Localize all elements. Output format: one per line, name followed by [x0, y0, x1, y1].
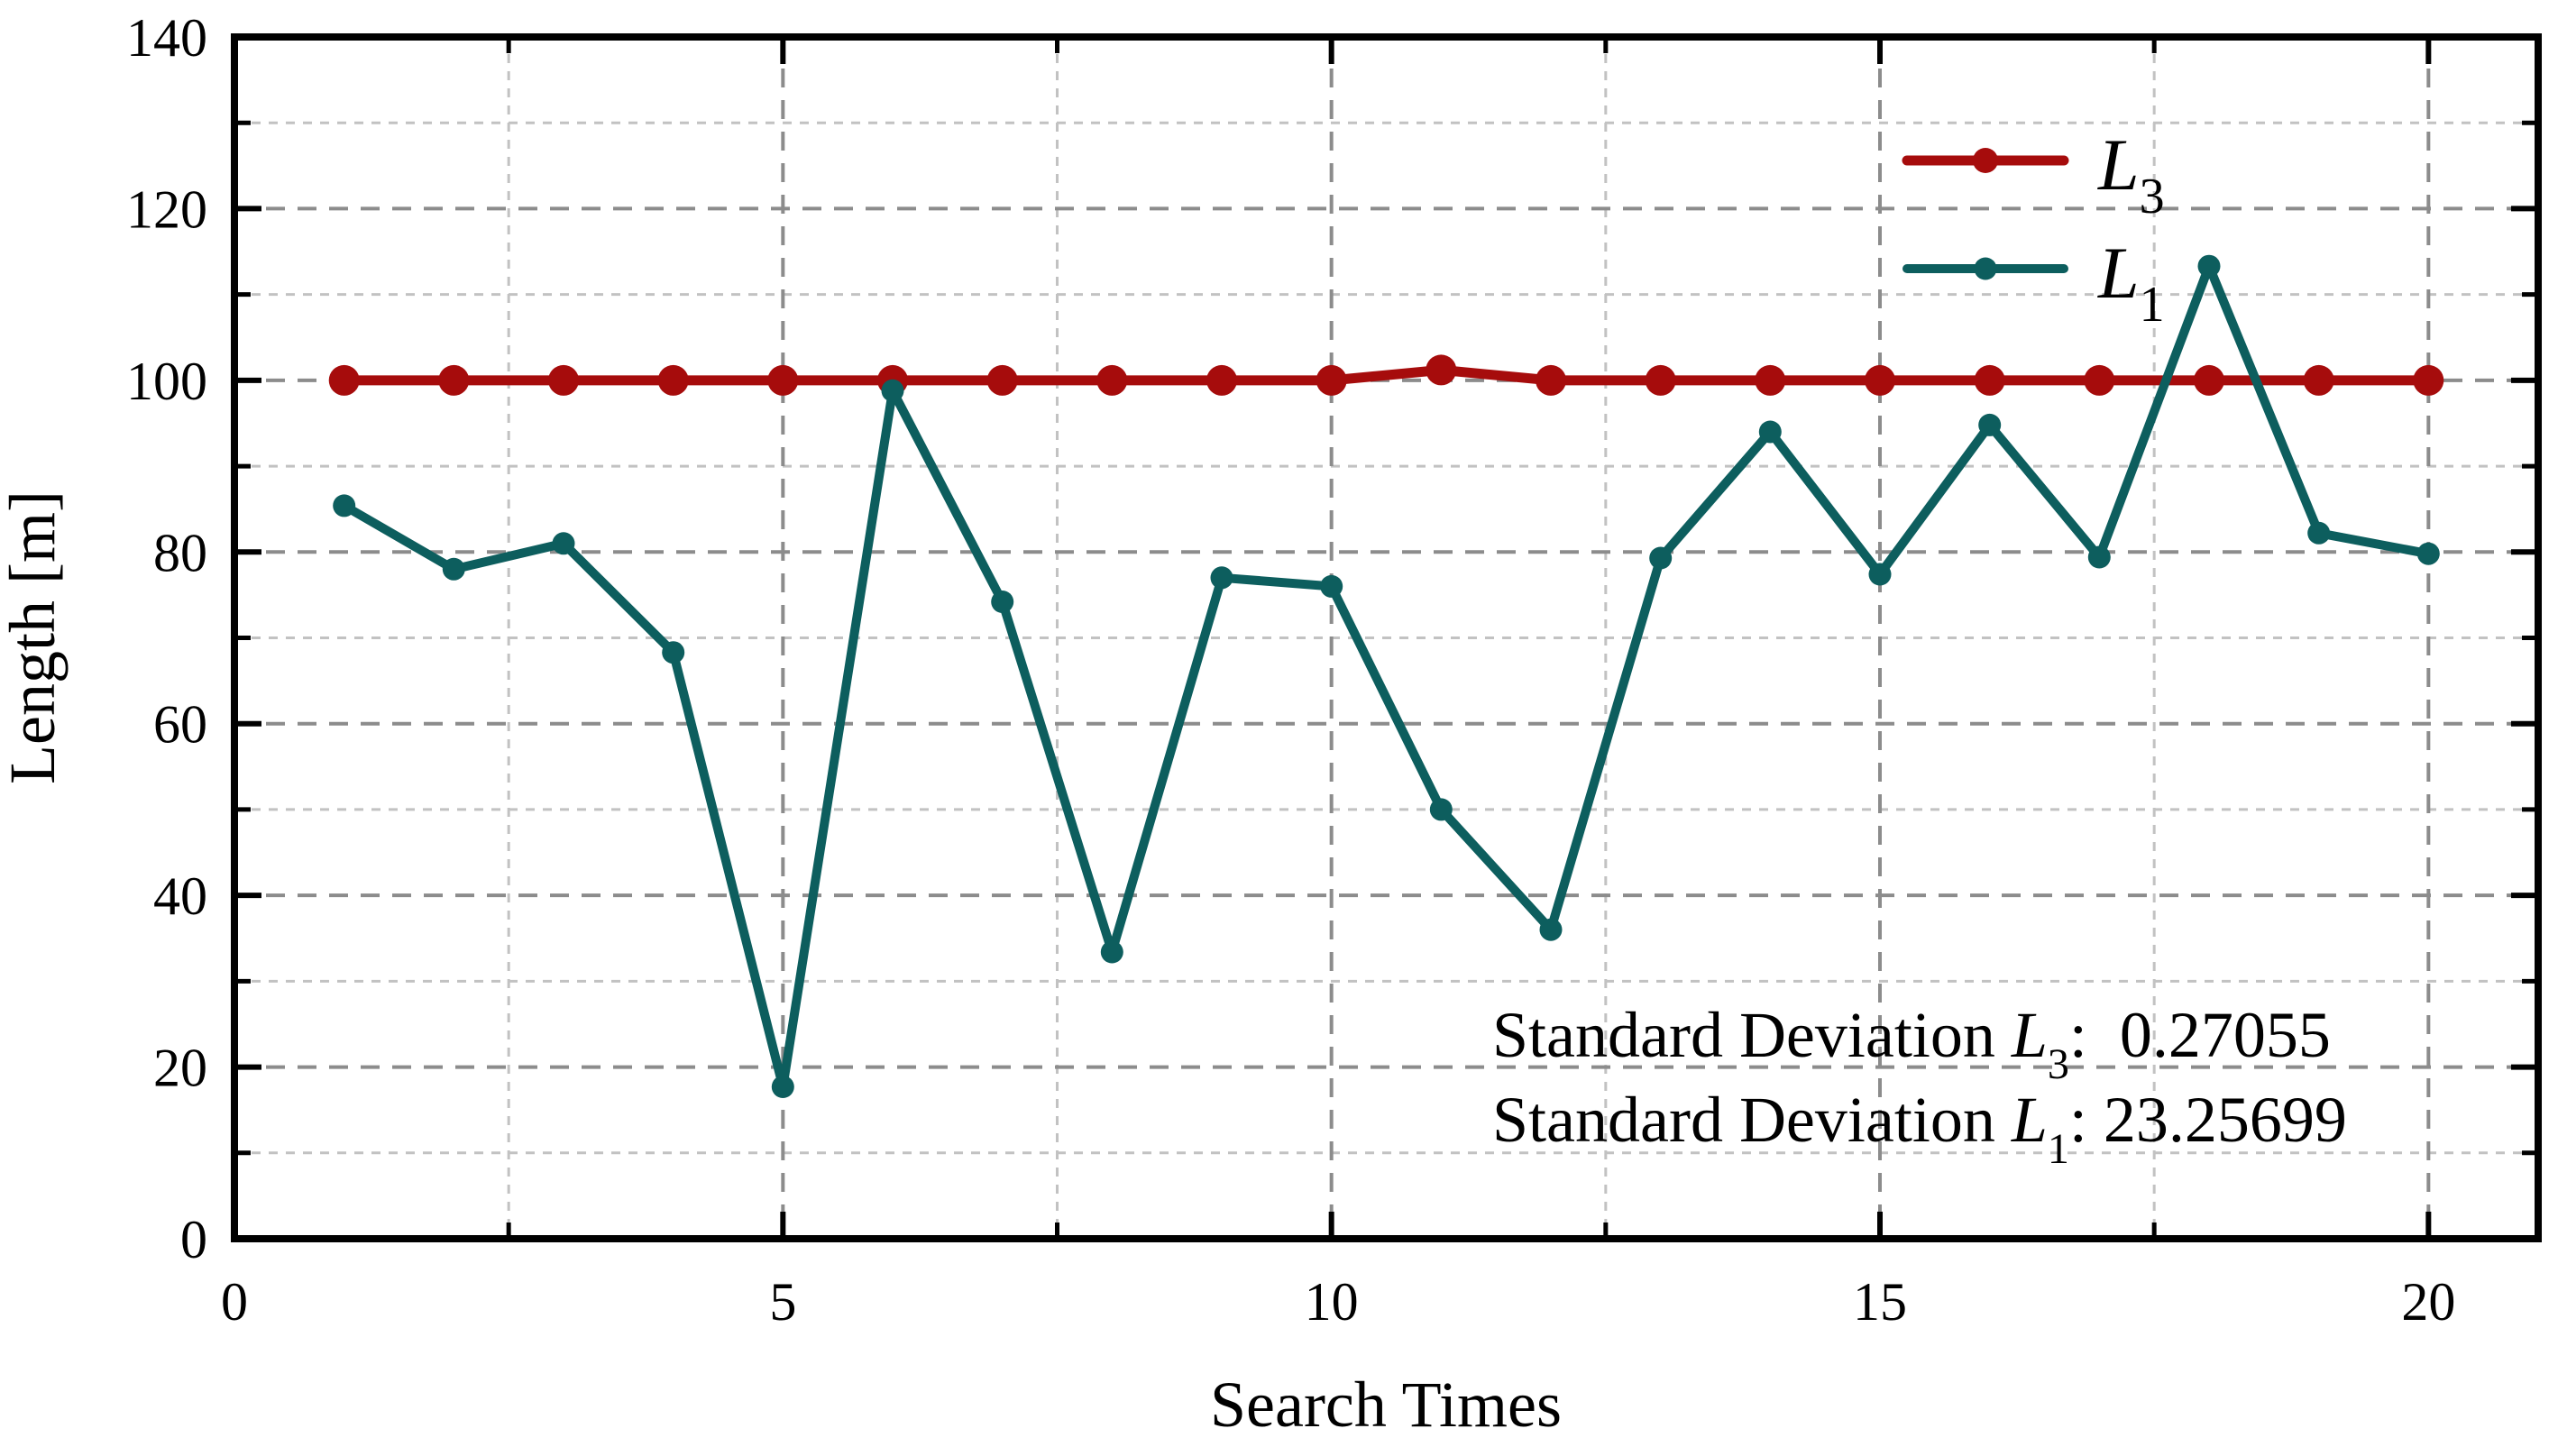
y-tick-label: 120 — [126, 179, 207, 239]
series-line-L1 — [339, 261, 2434, 1092]
data-point-L1 — [1758, 420, 1782, 444]
data-point-L1 — [662, 641, 685, 664]
data-point-L3 — [767, 364, 799, 396]
data-point-L1 — [771, 1076, 794, 1098]
data-point-L1 — [2087, 545, 2111, 569]
y-tick-labels: 0 20 40 60 80 100 120 140 — [126, 8, 207, 1269]
data-point-L1 — [442, 557, 465, 581]
y-tick-label: 100 — [126, 352, 207, 411]
x-tick-label: 0 — [221, 1272, 248, 1332]
y-axis-label: Length [m] — [0, 490, 69, 784]
data-point-L1 — [2307, 521, 2331, 545]
legend-marker-L3 — [1973, 148, 1998, 173]
data-point-L3 — [1206, 364, 1237, 396]
data-point-L3 — [1536, 364, 1566, 396]
x-tick-label: 5 — [769, 1272, 796, 1332]
data-point-L1 — [2197, 254, 2221, 278]
data-point-L3 — [2084, 364, 2115, 396]
data-series — [328, 254, 2444, 1098]
data-point-L1 — [333, 494, 356, 517]
data-point-L3 — [1865, 364, 1895, 396]
gridlines-major — [234, 37, 2538, 1239]
data-point-L3 — [657, 364, 689, 396]
data-point-L3 — [328, 364, 360, 396]
y-tick-label: 140 — [126, 8, 207, 68]
data-point-L3 — [1974, 364, 2005, 396]
annotation-line: Standard Deviation L1: 23.25699 — [1492, 1084, 2347, 1173]
data-point-L1 — [1210, 566, 1233, 590]
data-point-L3 — [1316, 364, 1347, 396]
data-point-L3 — [1096, 364, 1128, 396]
data-point-L3 — [1645, 364, 1676, 396]
gridlines-minor — [234, 37, 2538, 1239]
legend-label-L1: L1 — [2097, 232, 2165, 333]
axis-ticks — [232, 34, 2538, 1241]
data-point-L1 — [1100, 940, 1123, 964]
x-tick-label: 15 — [1853, 1272, 1907, 1332]
x-axis-label: Search Times — [1210, 1369, 1562, 1441]
series-line-L3 — [339, 364, 2434, 386]
x-tick-label: 10 — [1305, 1272, 1359, 1332]
data-point-L3 — [2413, 364, 2444, 396]
data-point-L3 — [1426, 354, 1457, 386]
data-point-L1 — [1978, 413, 2002, 436]
data-point-L3 — [1755, 364, 1786, 396]
legend-label-L3: L3 — [2097, 124, 2165, 224]
data-point-L1 — [1320, 574, 1343, 598]
data-point-L1 — [1868, 563, 1892, 586]
data-point-L1 — [881, 379, 904, 402]
data-point-L1 — [1539, 918, 1563, 941]
data-point-L3 — [986, 364, 1018, 396]
data-point-L1 — [1429, 798, 1453, 821]
y-tick-label: 40 — [153, 866, 207, 926]
data-point-L1 — [1649, 546, 1673, 570]
data-point-L1 — [552, 532, 575, 555]
data-point-L3 — [438, 364, 470, 396]
x-tick-label: 20 — [2401, 1272, 2455, 1332]
x-tick-labels: 0 5 10 15 20 — [221, 1272, 2455, 1332]
data-point-L1 — [2416, 542, 2440, 565]
y-tick-label: 0 — [180, 1210, 207, 1269]
data-point-L3 — [2194, 364, 2224, 396]
legend-marker-L1 — [1974, 257, 1997, 280]
annotation-line: Standard Deviation L3: 0.27055 — [1492, 999, 2331, 1088]
data-point-L3 — [2303, 364, 2334, 396]
data-point-L1 — [991, 591, 1014, 613]
y-tick-label: 80 — [153, 523, 207, 582]
y-tick-label: 60 — [153, 695, 207, 755]
data-point-L3 — [548, 364, 579, 396]
y-tick-label: 20 — [153, 1039, 207, 1098]
